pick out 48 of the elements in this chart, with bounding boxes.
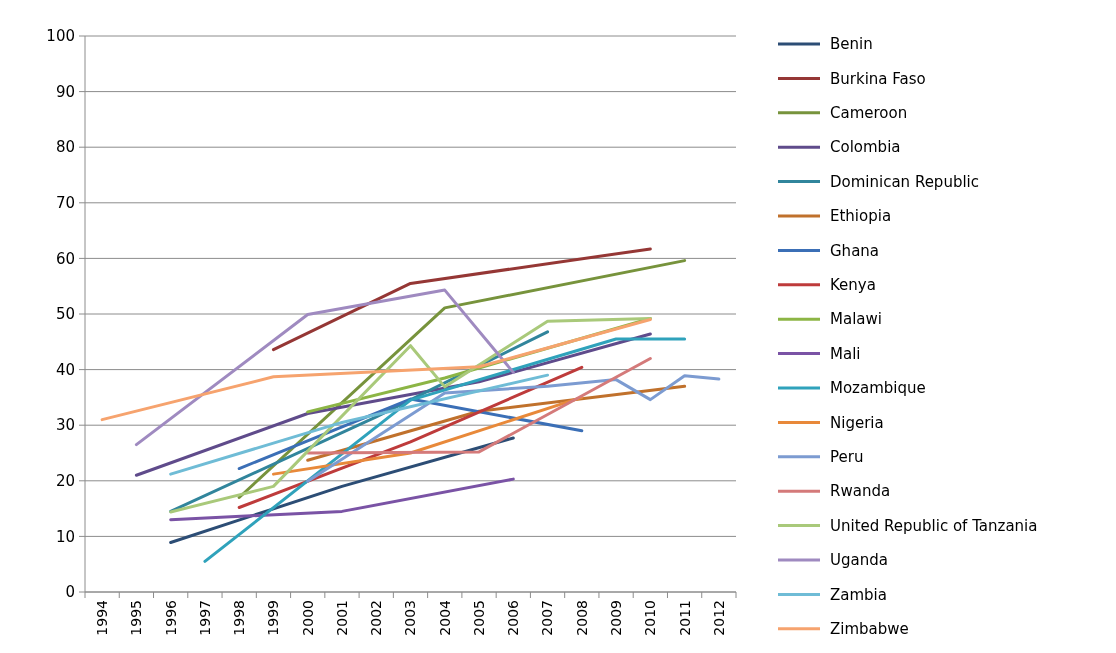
x-tick-label: 2010 — [642, 600, 659, 636]
x-tick-label: 2011 — [676, 600, 693, 636]
legend-label: Peru — [830, 448, 864, 467]
legend-label: Cameroon — [830, 104, 908, 123]
legend-label: Uganda — [830, 551, 888, 570]
legend-label: Burkina Faso — [830, 69, 926, 88]
legend-label: Zimbabwe — [830, 620, 909, 639]
x-tick-label: 1994 — [94, 599, 111, 636]
x-tick-label: 2004 — [436, 599, 453, 636]
legend-label: Malawi — [830, 310, 882, 329]
legend-label: Nigeria — [830, 413, 884, 432]
legend-label: Rwanda — [830, 482, 891, 501]
x-tick-label: 1995 — [128, 600, 145, 636]
x-tick-label: 2006 — [505, 599, 522, 636]
y-tick-label: 0 — [65, 583, 75, 602]
y-tick-label: 100 — [46, 27, 75, 46]
legend-label: Ghana — [830, 241, 880, 260]
x-tick-label: 2002 — [368, 600, 385, 636]
y-tick-label: 70 — [55, 194, 75, 213]
y-tick-label: 90 — [55, 82, 75, 101]
legend-label: Mozambique — [830, 379, 926, 398]
y-tick-label: 40 — [55, 360, 75, 379]
x-tick-label: 2009 — [607, 600, 624, 636]
legend-label: United Republic of Tanzania — [830, 516, 1038, 535]
y-tick-label: 10 — [55, 527, 75, 546]
legend-label: Kenya — [830, 276, 876, 295]
legend-label: Benin — [830, 35, 873, 54]
x-tick-label: 2008 — [573, 600, 590, 636]
legend-label: Ethiopia — [830, 207, 892, 226]
x-tick-label: 1999 — [265, 600, 282, 636]
x-tick-label: 2003 — [402, 600, 419, 636]
legend-label: Colombia — [830, 138, 901, 157]
x-tick-label: 2005 — [470, 600, 487, 636]
y-tick-label: 60 — [55, 249, 75, 268]
legend-label: Dominican Republic — [830, 172, 980, 191]
x-tick-label: 2001 — [333, 600, 350, 636]
x-tick-label: 1996 — [162, 599, 179, 636]
x-tick-label: 2012 — [710, 600, 727, 636]
legend-label: Mali — [830, 344, 861, 363]
y-tick-label: 20 — [55, 472, 75, 491]
y-tick-label: 50 — [55, 305, 75, 324]
x-tick-label: 1998 — [231, 600, 248, 636]
x-tick-label: 2000 — [299, 600, 316, 636]
y-tick-label: 30 — [55, 416, 75, 435]
legend-label: Zambia — [830, 585, 887, 604]
x-tick-label: 1997 — [196, 600, 213, 636]
y-tick-label: 80 — [55, 138, 75, 157]
x-tick-label: 2007 — [539, 600, 556, 636]
